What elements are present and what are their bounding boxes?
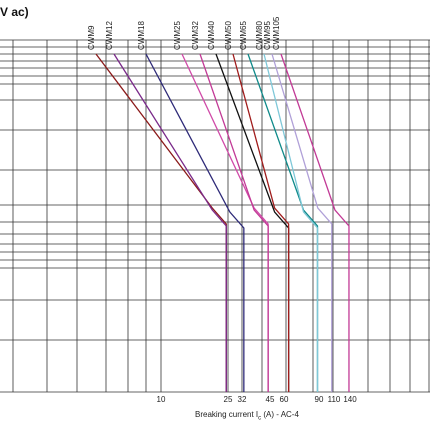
series-line: [199, 53, 269, 392]
series-line: [232, 53, 290, 392]
x-tick-label: 45: [266, 395, 275, 404]
series-label: CWM9: [87, 25, 96, 50]
series-label: CWM18: [137, 21, 146, 50]
x-tick-label: 32: [238, 395, 247, 404]
chart-title-fragment: V ac): [0, 5, 29, 19]
x-tick-label: 90: [315, 395, 324, 404]
x-tick-label: 25: [224, 395, 233, 404]
x-tick-label: 60: [280, 395, 289, 404]
x-axis-label-main: Breaking current I: [195, 410, 259, 419]
x-tick-label: 110: [328, 395, 341, 404]
series-label: CWM95: [263, 21, 272, 50]
series-line: [247, 53, 319, 392]
x-tick-label: 140: [343, 395, 357, 404]
series-line: [113, 53, 227, 392]
series-line: [280, 53, 350, 392]
x-tick-labels: 10 25 32 45 60 90 110 140: [157, 395, 358, 404]
x-axis-label-subscript: c: [258, 415, 262, 422]
series-label: CWM12: [105, 21, 114, 50]
series-label: CWM40: [207, 21, 216, 50]
series-label: CWM65: [239, 21, 248, 50]
x-tick-label: 10: [157, 395, 166, 404]
series-label: CWM50: [224, 21, 233, 50]
series-lines: [95, 53, 350, 392]
x-axis-label-suffix: (A) - AC-4: [261, 410, 299, 419]
series-line: [271, 53, 333, 392]
series-line: [145, 53, 245, 392]
series-label: CWM105: [272, 16, 281, 50]
x-axis-label: Breaking current Ic (A) - AC-4: [195, 410, 299, 422]
series-label: CWM25: [173, 21, 182, 50]
series-labels: CWM9 CWM12 CWM18 CWM25 CWM32 CWM40 CWM50 CWM65 C…: [87, 16, 281, 50]
vertical-grid: [12, 40, 430, 392]
series-label: CWM32: [191, 21, 200, 50]
series-label: CWM80: [255, 21, 264, 50]
series-line: [263, 53, 319, 392]
horizontal-grid: [0, 39, 430, 393]
